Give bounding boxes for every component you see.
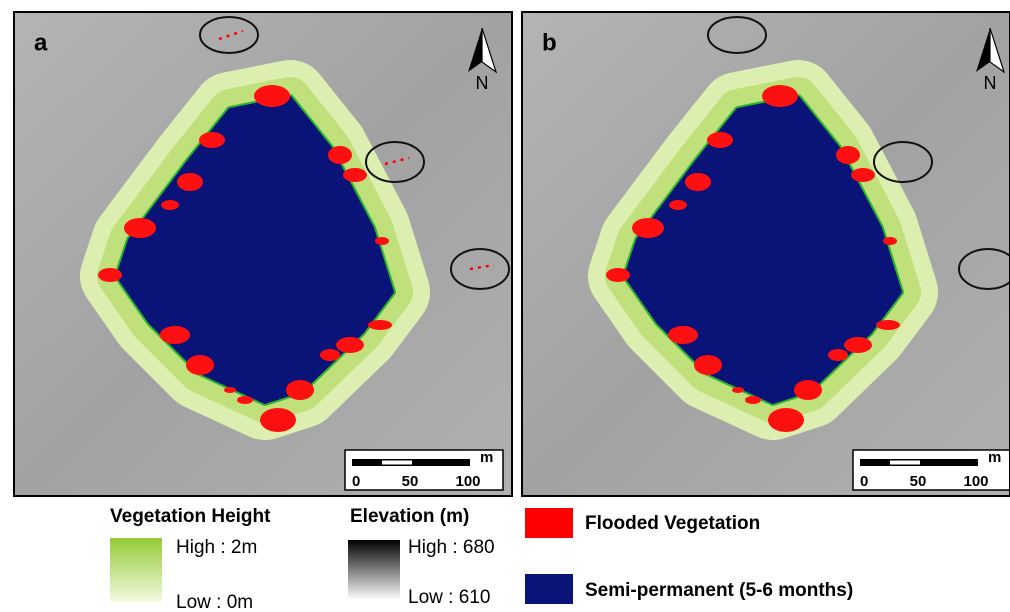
figure: Nm 0 50 100 a Nm 0 50 100 b Vegetation Height Hig… bbox=[0, 0, 1010, 612]
scale-bar bbox=[382, 461, 412, 465]
scale-label: 50 bbox=[402, 473, 419, 490]
scale-label: 0 bbox=[860, 473, 868, 490]
vegetation-ramp bbox=[110, 538, 162, 602]
scale-label: 0 bbox=[352, 473, 360, 490]
legend-label: Semi-permanent (5-6 months) bbox=[585, 580, 853, 601]
flooded-patch bbox=[177, 173, 203, 191]
flooded-patch bbox=[732, 387, 744, 393]
legend-label: Low : 0m bbox=[176, 592, 253, 612]
flooded-swatch bbox=[525, 508, 573, 538]
flooded-patch bbox=[336, 337, 364, 353]
flooded-patch bbox=[745, 396, 761, 404]
semi-permanent-swatch bbox=[525, 574, 573, 604]
flooded-patch bbox=[883, 237, 897, 245]
flooded-patch bbox=[828, 349, 848, 361]
flooded-patch bbox=[762, 85, 798, 107]
flooded-patch bbox=[632, 218, 664, 238]
flooded-patch bbox=[876, 320, 900, 330]
flooded-patch bbox=[260, 408, 296, 432]
legend-label: High : 680 bbox=[408, 537, 495, 558]
north-label: N bbox=[476, 73, 489, 93]
flooded-patch bbox=[254, 85, 290, 107]
scale-unit: m bbox=[988, 449, 1001, 466]
flooded-patch bbox=[237, 396, 253, 404]
flooded-patch bbox=[606, 268, 630, 282]
legend-label: Low : 610 bbox=[408, 587, 490, 608]
flooded-patch bbox=[794, 380, 822, 400]
flooded-patch bbox=[368, 320, 392, 330]
flooded-patch bbox=[669, 200, 687, 210]
flooded-patch bbox=[286, 380, 314, 400]
scale-label: 50 bbox=[910, 473, 927, 490]
flooded-patch bbox=[320, 349, 340, 361]
legend-label: Flooded Vegetation bbox=[585, 513, 760, 534]
elevation-ramp bbox=[348, 540, 400, 600]
flooded-patch bbox=[668, 326, 698, 344]
flooded-patch bbox=[124, 218, 156, 238]
legend-title: Elevation (m) bbox=[350, 506, 469, 527]
legend-label: High : 2m bbox=[176, 537, 257, 558]
map-panels: Nm 0 50 100 a Nm 0 50 100 b bbox=[14, 12, 1010, 496]
flooded-patch bbox=[161, 200, 179, 210]
north-label: N bbox=[984, 73, 997, 93]
flooded-patch bbox=[160, 326, 190, 344]
flooded-patch bbox=[768, 408, 804, 432]
flooded-patch bbox=[199, 132, 225, 148]
flooded-patch bbox=[328, 146, 352, 164]
panel-label: a bbox=[34, 29, 48, 56]
flooded-patch bbox=[851, 168, 875, 182]
flooded-patch bbox=[343, 168, 367, 182]
scale-label: 100 bbox=[455, 473, 480, 490]
legend-title: Vegetation Height bbox=[110, 506, 271, 527]
map-panel: Nm 0 50 100 a bbox=[14, 12, 512, 496]
scale-unit: m bbox=[480, 449, 493, 466]
scale-label: 100 bbox=[963, 473, 988, 490]
flooded-patch bbox=[224, 387, 236, 393]
flooded-patch bbox=[98, 268, 122, 282]
map-panel: Nm 0 50 100 b bbox=[522, 12, 1010, 496]
scale-bar bbox=[890, 461, 920, 465]
flooded-patch bbox=[844, 337, 872, 353]
legend: Vegetation Height High : 2m Low : 0m Ele… bbox=[110, 506, 853, 612]
flooded-patch bbox=[707, 132, 733, 148]
flooded-patch bbox=[836, 146, 860, 164]
flooded-patch bbox=[186, 355, 214, 375]
flooded-patch bbox=[375, 237, 389, 245]
panel-label: b bbox=[542, 29, 557, 56]
flooded-patch bbox=[694, 355, 722, 375]
flooded-patch bbox=[685, 173, 711, 191]
